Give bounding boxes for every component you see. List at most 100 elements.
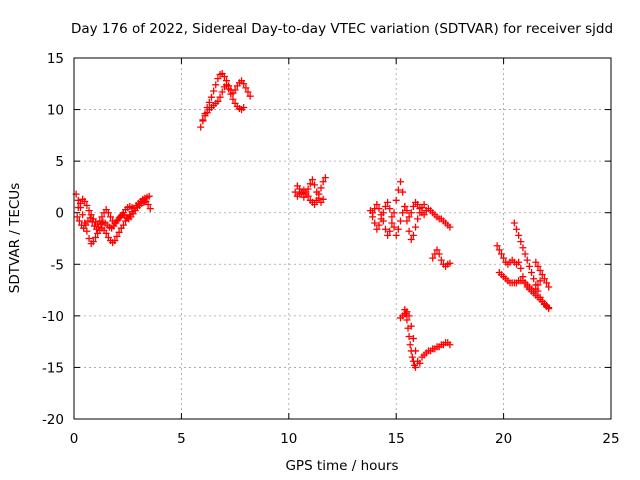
data-point [386,205,394,213]
data-point [446,223,454,231]
data-point [319,195,327,203]
data-point [229,95,237,103]
data-point [407,347,415,355]
data-points [72,69,553,371]
data-point [403,207,411,215]
plot-frame [73,57,612,420]
y-axis-label: SDTVAR / TECUs [7,183,23,293]
y-tick-label: 5 [55,154,64,170]
data-point [521,250,529,258]
data-point [536,266,544,274]
y-axis-tick-labels: -20 -15 -10 -5 0 5 10 15 [42,51,64,428]
sat-track-10 [429,246,454,270]
data-point [81,197,89,205]
data-point [96,217,104,225]
data-point [197,123,205,131]
data-point [446,341,454,349]
data-point [214,97,222,105]
data-point [510,219,518,227]
data-point [73,213,81,221]
data-point [91,233,99,241]
data-point [493,242,501,250]
data-point [375,205,383,213]
data-point [227,90,235,98]
x-tick-label: 0 [70,431,79,447]
data-point [373,200,381,208]
data-point [384,231,392,239]
data-point [525,262,533,270]
data-point [534,287,542,295]
data-point [291,188,299,196]
axis-ticks [73,57,612,420]
x-tick-label: 20 [495,431,512,447]
data-point [375,221,383,229]
x-axis-label: GPS time / hours [285,458,398,474]
data-point [399,188,407,196]
data-point [79,211,87,219]
data-point [409,203,417,211]
data-point [86,214,94,222]
data-point [223,81,231,89]
data-point [107,213,115,221]
data-point [407,236,415,244]
data-point [119,221,127,229]
data-point [199,116,207,124]
data-point [304,192,312,200]
data-point [390,223,398,231]
data-point [396,217,404,225]
data-point [399,209,407,217]
data-point [437,256,445,264]
data-point [532,281,540,289]
data-point [74,204,82,212]
data-point [530,275,538,283]
data-point [102,229,110,237]
data-point [404,324,412,332]
data-point [392,231,400,239]
data-point [377,211,385,219]
data-point [500,254,508,262]
y-tick-label: 0 [55,206,64,222]
y-tick-label: -10 [42,309,64,325]
data-point [403,316,411,324]
data-point [512,225,520,233]
data-point [231,86,239,94]
data-point [523,256,531,264]
data-point [212,81,220,89]
data-point [144,200,152,208]
grid-lines [74,58,611,419]
data-point [218,88,226,96]
sat-track-12 [401,306,420,371]
data-point [396,178,404,186]
data-point [225,85,233,93]
data-point [407,209,415,217]
x-tick-label: 25 [602,431,619,447]
data-point [405,332,413,340]
data-point [240,80,248,88]
x-tick-label: 10 [280,431,297,447]
data-point [306,180,314,188]
data-point [220,73,228,81]
data-point [381,225,389,233]
data-point [386,227,394,235]
data-point [85,207,93,215]
data-point [406,341,414,349]
data-point [75,217,83,225]
data-point [534,262,542,270]
data-point [420,211,428,219]
data-point [371,219,379,227]
y-tick-label: -20 [42,412,64,428]
chart-title: Day 176 of 2022, Sidereal Day-to-day VTE… [71,21,613,37]
x-tick-label: 5 [177,431,186,447]
data-point [82,221,90,229]
data-point [388,219,396,227]
data-point [420,200,428,208]
data-point [89,238,97,246]
data-point [311,200,319,208]
data-point [545,283,553,291]
data-point [540,275,548,283]
data-point [87,211,95,219]
data-point [317,184,325,192]
data-point [429,254,437,262]
sat-track-5 [199,81,248,124]
